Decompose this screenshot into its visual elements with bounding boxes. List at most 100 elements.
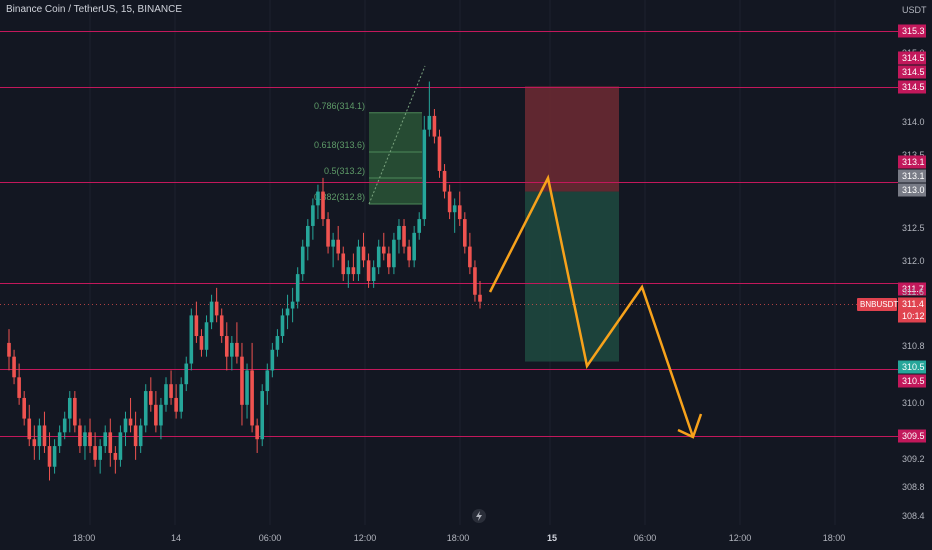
candle-body bbox=[341, 253, 346, 275]
candle-body bbox=[300, 246, 305, 275]
projection-path bbox=[488, 174, 695, 438]
candle-body bbox=[468, 246, 472, 268]
take-profit-zone bbox=[525, 191, 619, 362]
candle-body bbox=[331, 239, 335, 247]
candle-body bbox=[78, 425, 82, 447]
candle-body bbox=[128, 418, 133, 426]
candle-body bbox=[432, 115, 437, 137]
candle-body bbox=[184, 363, 189, 385]
y-tick-label: 313.5 bbox=[902, 150, 925, 160]
chart-title: Binance Coin / TetherUS, 15, BINANCE bbox=[6, 4, 183, 15]
candle-body bbox=[270, 349, 275, 371]
candle-body bbox=[47, 446, 52, 467]
y-tick-label: 312.5 bbox=[902, 223, 925, 233]
price-axis-badge bbox=[898, 80, 926, 94]
candle-body bbox=[285, 308, 290, 316]
candle-body bbox=[209, 301, 214, 323]
candle-body bbox=[290, 301, 295, 309]
y-tick-label: 312.0 bbox=[902, 256, 925, 266]
x-tick-label: 06:00 bbox=[634, 533, 657, 543]
candle-body bbox=[407, 246, 411, 261]
candle-body bbox=[108, 432, 113, 453]
candle-body bbox=[93, 446, 97, 460]
y-tick-label: 309.2 bbox=[902, 454, 925, 464]
time-axis[interactable] bbox=[0, 525, 898, 550]
fib-level-label: 0.618(313.6) bbox=[314, 140, 365, 150]
price-axis-badge bbox=[898, 51, 926, 65]
candle-body bbox=[73, 397, 77, 426]
candle-body bbox=[260, 391, 265, 440]
candle-body bbox=[417, 219, 422, 233]
candle-body bbox=[346, 267, 351, 275]
candle-body bbox=[169, 384, 173, 398]
candle-body bbox=[245, 370, 249, 405]
candle-body bbox=[422, 129, 427, 220]
candle-body bbox=[442, 170, 447, 192]
price-axis-label: 313.1 bbox=[902, 157, 925, 167]
price-axis-label: 309.5 bbox=[902, 431, 925, 441]
candle-body bbox=[17, 377, 21, 398]
candle-body bbox=[478, 294, 482, 302]
candle-body bbox=[311, 205, 315, 226]
price-axis-label: 10:12 bbox=[902, 311, 925, 321]
price-axis-badge bbox=[898, 169, 926, 183]
candle-body bbox=[402, 225, 406, 247]
axis-unit-label: USDT bbox=[902, 5, 927, 15]
projection-arrowhead bbox=[677, 413, 703, 439]
price-axis-label: 313.0 bbox=[902, 185, 925, 195]
price-axis-label: 313.1 bbox=[902, 171, 925, 181]
price-axis-badge bbox=[898, 65, 926, 79]
candle-body bbox=[356, 246, 361, 275]
price-axis-badge bbox=[898, 155, 926, 169]
candle-body bbox=[83, 432, 87, 447]
candle-body bbox=[204, 322, 209, 350]
y-tick-label: 310.8 bbox=[902, 341, 925, 351]
candle-body bbox=[103, 432, 108, 447]
candle-body bbox=[250, 370, 254, 426]
candle-body bbox=[381, 246, 386, 254]
x-tick-label: 15 bbox=[547, 533, 557, 543]
x-tick-label: 12:00 bbox=[729, 533, 752, 543]
price-axis-label: 310.5 bbox=[902, 376, 925, 386]
candle-body bbox=[351, 267, 356, 275]
price-axis-label: 310.5 bbox=[902, 362, 925, 372]
fib-level-label: 0.5(313.2) bbox=[324, 166, 365, 176]
symbol-tag-label: BNBUSDT bbox=[860, 300, 898, 309]
candle-body bbox=[392, 239, 396, 268]
candle-body bbox=[336, 239, 340, 254]
candle-body bbox=[463, 219, 467, 247]
y-tick-label: 310.0 bbox=[902, 398, 925, 408]
candle-body bbox=[7, 342, 11, 357]
price-axis-badge bbox=[898, 309, 926, 323]
candle-body bbox=[473, 267, 477, 295]
candle-body bbox=[371, 267, 376, 281]
price-axis-badge bbox=[898, 374, 926, 388]
candle-body bbox=[57, 432, 62, 447]
candle-body bbox=[265, 370, 270, 392]
candle-body bbox=[230, 342, 234, 357]
y-tick-label: 308.4 bbox=[902, 511, 925, 521]
x-tick-label: 06:00 bbox=[259, 533, 282, 543]
candle-body bbox=[88, 432, 92, 447]
x-tick-label: 14 bbox=[171, 533, 181, 543]
candle-body bbox=[214, 301, 219, 316]
price-axis-badge bbox=[898, 24, 926, 38]
candle-body bbox=[37, 425, 42, 447]
candle-body bbox=[235, 342, 239, 357]
candle-body bbox=[42, 425, 47, 447]
candle-body bbox=[387, 253, 391, 268]
candle-body bbox=[326, 219, 330, 247]
candle-body bbox=[447, 191, 452, 213]
candle-body bbox=[194, 315, 199, 337]
candle-body bbox=[306, 225, 310, 247]
candle-body bbox=[321, 191, 325, 220]
lightning-icon bbox=[476, 511, 482, 521]
candle-body bbox=[123, 418, 128, 433]
candle-body bbox=[98, 446, 102, 460]
x-tick-label: 12:00 bbox=[354, 533, 377, 543]
stop-loss-zone bbox=[525, 86, 619, 192]
candle-body bbox=[376, 246, 381, 268]
candle-body bbox=[113, 452, 118, 460]
fib-trend-line bbox=[368, 65, 426, 205]
